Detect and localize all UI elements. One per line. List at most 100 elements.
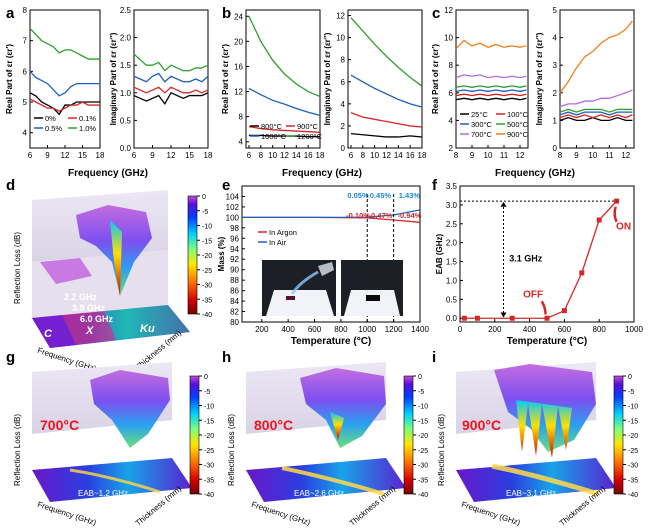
eab-band — [491, 463, 599, 497]
series-line-3 — [133, 53, 209, 72]
y-tick-label: 88 — [230, 276, 239, 285]
colorbar-tick-label: -10 — [204, 404, 214, 411]
series-line-1 — [133, 86, 209, 94]
surface-valley — [90, 370, 170, 448]
air-annotation: 0.45% — [370, 191, 392, 200]
series-line-2 — [133, 72, 209, 83]
plot-frame — [455, 9, 529, 149]
series-line-1 — [242, 209, 421, 219]
chart-a-real: 6 9 12 15 18 4 5 6 7 8 Real Part of εr (εr′) 0% 0.1%… — [5, 6, 105, 160]
surface-d-zlabel: Reflection Loss (dB) — [13, 232, 22, 304]
colorbar-tick-label: -30 — [628, 463, 638, 470]
surface-peaks — [516, 400, 572, 458]
y-tick-label: 0 — [553, 144, 558, 153]
y-axis-label: EAB (GHz) — [435, 233, 444, 274]
data-point — [461, 315, 467, 321]
x-tick-label: 15 — [185, 151, 194, 160]
surface-h: 800°C EAB~2.6 GHz Reflection Loss (dB) F… — [227, 362, 406, 528]
series-line-1 — [559, 114, 633, 119]
series-line-3 — [455, 85, 527, 88]
x-tick-label: 1400 — [411, 325, 429, 334]
eab-label-3: 6.0 GHz — [80, 314, 114, 324]
y-tick-label: 104 — [226, 192, 240, 201]
x-tick-label: 18 — [418, 151, 427, 160]
colorbar-strip — [403, 375, 414, 495]
colorbar-tick-label: -5 — [628, 389, 634, 396]
y-tick-label: 0.0 — [120, 144, 132, 153]
on-label: ON — [616, 221, 631, 232]
y-tick-label: 16 — [234, 62, 243, 71]
x-tick-label: 11 — [605, 151, 614, 160]
colorbar-i: -40 -35 -30 -25 -20 -15 -10 -5 0 — [613, 374, 638, 499]
colorbar-tick-label: -25 — [202, 268, 212, 275]
panel-letter-a: a — [6, 5, 15, 22]
x-tick-label: 12 — [167, 151, 176, 160]
x-tick-label: 400 — [523, 325, 537, 334]
band-ku-region — [104, 305, 190, 340]
plot-frame — [559, 9, 635, 149]
colorbar-tick-label: -10 — [628, 404, 638, 411]
series-line-5 — [559, 20, 633, 94]
y-axis-label: Real Part of εr (εr′) — [431, 44, 440, 114]
colorbar-tick-label: -10 — [202, 224, 212, 231]
panel-letter-i: i — [432, 349, 436, 366]
legend-entry: In Argon — [269, 228, 297, 237]
x-tick-label: 1000 — [358, 325, 376, 334]
y-tick-label: 10 — [444, 34, 453, 43]
y-tick-label: 2.5 — [446, 220, 458, 229]
panel-letter-f: f — [432, 177, 438, 194]
series-line-5 — [455, 39, 527, 50]
photo-inset-argon — [262, 260, 336, 316]
eab-label: EAB~2.6 GHz — [294, 489, 344, 498]
x-tick-label: 14 — [292, 151, 301, 160]
x-tick-label: 9 — [470, 151, 475, 160]
y-tick-label: 12 — [336, 12, 345, 21]
colorbar-tick-label: -30 — [204, 463, 214, 470]
legend-entry: 900°C — [507, 130, 529, 139]
colorbar-tick-label: -35 — [204, 477, 214, 484]
colorbar-strip — [613, 375, 624, 495]
colorbar-tick-label: -30 — [202, 283, 212, 290]
surface-peak — [110, 220, 122, 296]
y-tick-label: 3.5 — [446, 182, 458, 191]
legend-entry: 500°C — [507, 120, 529, 129]
x-tick-label: 400 — [281, 325, 295, 334]
chart-a-imag: 6 9 12 15 18 0.0 0.5 1.0 1.5 2.0 2.5 Imaginary Part… — [109, 6, 213, 160]
colorbar-tick-label: -25 — [628, 448, 638, 455]
colorbar-strip — [189, 375, 200, 495]
y-tick-label: 96 — [230, 234, 239, 243]
surface-i-zlabel: Reflection Loss (dB) — [437, 414, 446, 486]
photo-sheet — [266, 290, 334, 316]
x-tick-label: 18 — [316, 151, 325, 160]
argon-annotation: -0.94% — [398, 211, 422, 220]
band-c-region — [32, 315, 76, 348]
panel-b-xlabel: Frequency (GHz) — [282, 168, 362, 179]
colorbar-tick-label: -35 — [202, 297, 212, 304]
colorbar-g: -40 -35 -30 -25 -20 -15 -10 -5 0 — [189, 374, 214, 499]
band-x-label: X — [85, 325, 94, 337]
colorbar-tick-label: -20 — [418, 433, 428, 440]
data-point — [596, 217, 602, 223]
colorbar-tick-label: -5 — [204, 389, 210, 396]
y-tick-label: 6 — [23, 67, 28, 76]
x-tick-label: 9 — [150, 151, 155, 160]
panel-c-xlabel: Frequency (GHz) — [495, 168, 575, 179]
y-tick-label: 1 — [553, 116, 558, 125]
x-tick-label: 8 — [361, 151, 366, 160]
off-arrow-icon — [540, 300, 547, 315]
surface-i: 900°C EAB~3.1 GHz Reflection Loss (dB) F… — [437, 362, 616, 528]
colorbar-tick-label: -40 — [204, 492, 214, 499]
surface-plateau — [40, 258, 92, 284]
colorbar-tick-label: -15 — [418, 418, 428, 425]
eab-label: EAB~1.2 GHz — [78, 489, 128, 498]
y-tick-label: 82 — [230, 308, 239, 317]
y-tick-label: 0.0 — [446, 314, 458, 323]
colorbar-tick-label: -40 — [628, 492, 638, 499]
legend-entry: 0.5% — [45, 124, 62, 133]
y-tick-label: 4 — [239, 138, 244, 147]
series-line-0 — [455, 97, 527, 101]
eab-label-2: 3.9 GHz — [72, 303, 106, 313]
x-tick-label: 6 — [349, 151, 354, 160]
series-line-1 — [29, 98, 100, 112]
